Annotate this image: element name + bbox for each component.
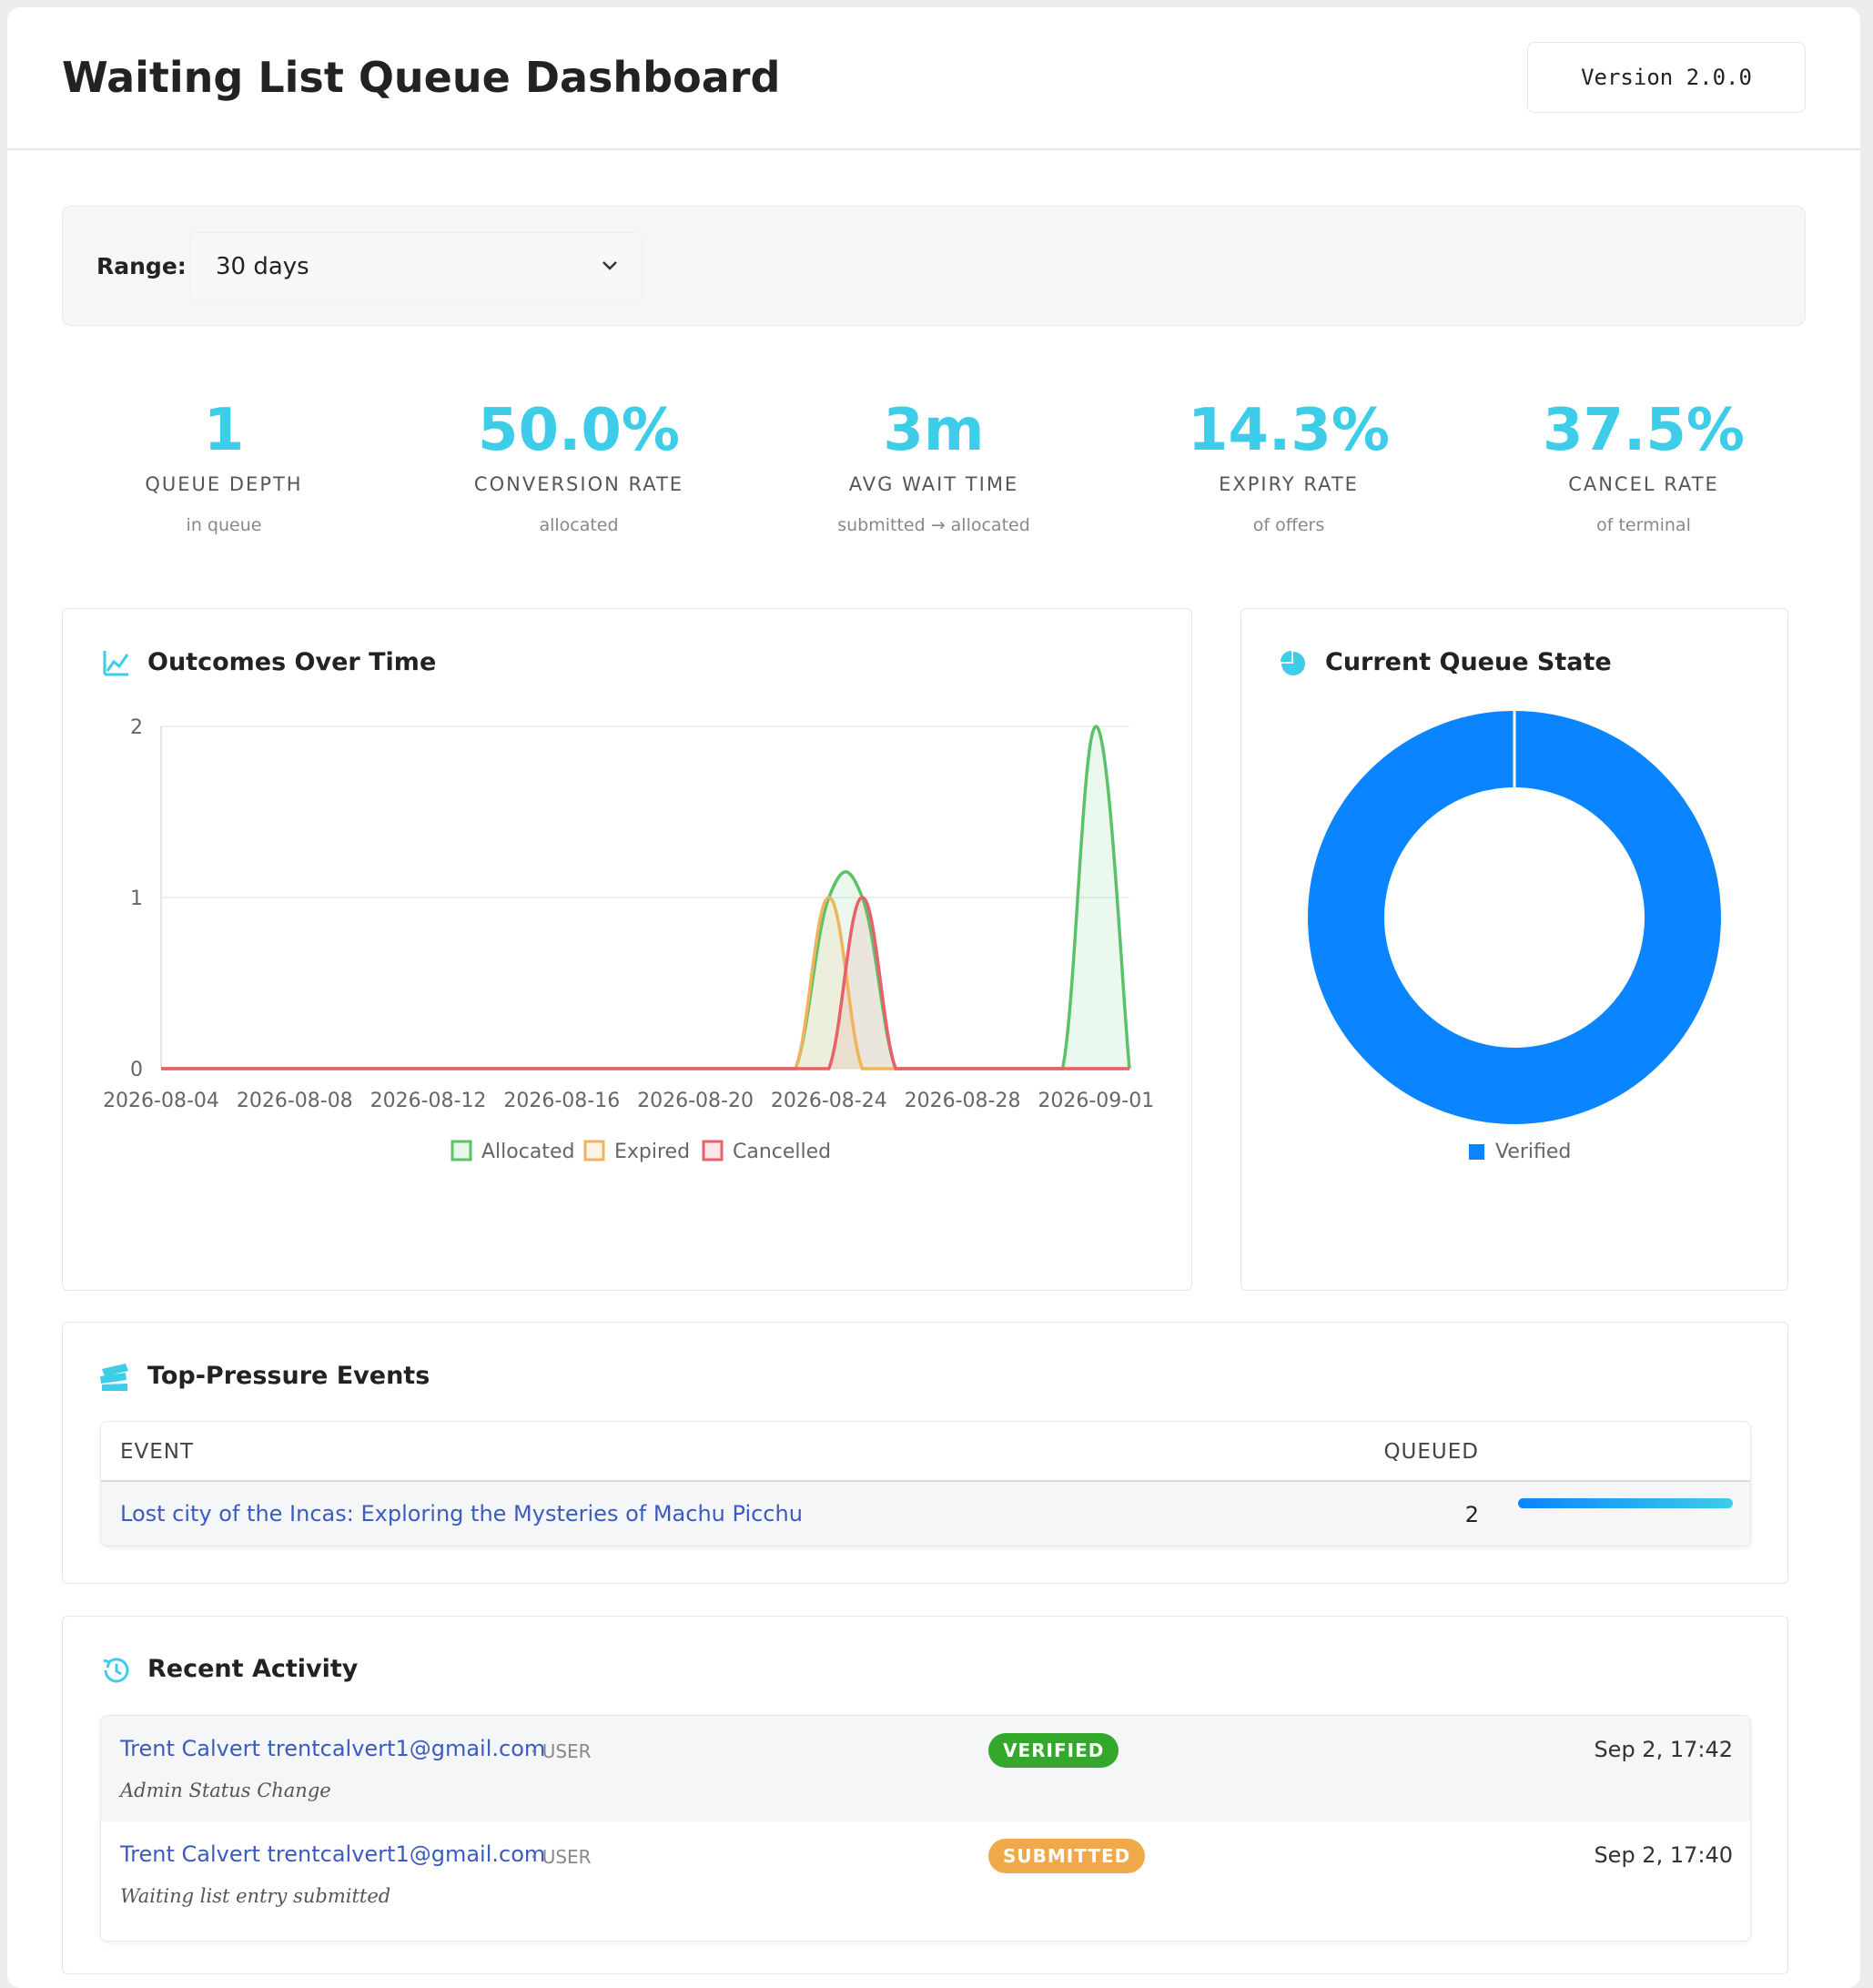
activity-detail: Waiting list entry submitted <box>120 1885 391 1907</box>
kpi-value: 50.0% <box>477 397 681 464</box>
user-link[interactable]: Trent Calvert trentcalvert1@gmail.com <box>120 1841 546 1867</box>
area-fill <box>161 898 1129 1069</box>
y-tick-label: 2 <box>130 716 143 739</box>
kpi-sub: allocated <box>539 515 619 535</box>
area-fill <box>161 898 1129 1069</box>
doughnut-chart: Verified <box>1308 711 1721 1163</box>
section-title: Recent Activity <box>147 1655 359 1683</box>
header-divider <box>7 148 1860 150</box>
kpi-label: CONVERSION RATE <box>473 473 684 495</box>
user-link[interactable]: Trent Calvert trentcalvert1@gmail.com <box>120 1736 546 1761</box>
kpi-value: 14.3% <box>1187 397 1391 464</box>
kpi-label: AVG WAIT TIME <box>848 473 1019 495</box>
pie-icon <box>1281 651 1305 675</box>
kpi-value: 1 <box>203 397 245 464</box>
status-badge: VERIFIED <box>988 1733 1119 1768</box>
column-header: QUEUED <box>1383 1440 1479 1464</box>
page-title: Waiting List Queue Dashboard <box>62 53 781 102</box>
kpi-sub: of terminal <box>1596 515 1691 535</box>
queued-bar <box>1518 1498 1733 1508</box>
status-badge: SUBMITTED <box>988 1839 1146 1873</box>
kpi-sub: in queue <box>186 515 262 535</box>
activity-item: Trent Calvert trentcalvert1@gmail.com · U… <box>101 1716 1750 1821</box>
x-tick-label: 2026-08-12 <box>370 1090 487 1112</box>
events-table: EVENT QUEUED Lost city of the Incas: Exp… <box>100 1421 1751 1547</box>
doughnut-segment <box>1308 711 1721 1124</box>
legend-label: Verified <box>1495 1141 1571 1163</box>
activity-time: Sep 2, 17:42 <box>1594 1737 1733 1762</box>
dropdown-arrow <box>602 261 617 270</box>
event-link[interactable]: Lost city of the Incas: Exploring the My… <box>120 1501 803 1526</box>
kpi-sub: submitted → allocated <box>837 515 1030 535</box>
table-row <box>101 1482 1750 1546</box>
user-role: · USER <box>531 1846 592 1868</box>
header-rule <box>101 1480 1750 1482</box>
chart-title: Current Queue State <box>1325 648 1612 676</box>
x-tick-label: 2026-08-08 <box>237 1090 353 1112</box>
legend-swatch <box>451 1140 472 1161</box>
series-line <box>161 896 1129 1070</box>
x-tick-label: 2026-08-20 <box>637 1090 754 1112</box>
x-tick-label: 2026-09-01 <box>1038 1090 1154 1112</box>
legend-swatch <box>583 1140 605 1161</box>
legend-swatch <box>702 1140 724 1161</box>
x-tick-label: 2026-08-04 <box>103 1090 219 1112</box>
x-tick-label: 2026-08-16 <box>503 1090 620 1112</box>
queued-count: 2 <box>1464 1502 1479 1527</box>
activity-time: Sep 2, 17:40 <box>1594 1842 1733 1868</box>
kpi-label: CANCEL RATE <box>1568 473 1719 495</box>
x-tick-label: 2026-08-24 <box>771 1090 887 1112</box>
bar-track <box>1518 1498 1733 1508</box>
line-chart-icon <box>103 651 129 676</box>
kpi-label: QUEUE DEPTH <box>145 473 303 495</box>
range-value: 30 days <box>216 253 309 280</box>
series-line <box>161 896 1129 1070</box>
activity-detail: Admin Status Change <box>120 1780 331 1801</box>
legend-label: Allocated <box>481 1141 574 1163</box>
kpi-value: 37.5% <box>1542 397 1746 464</box>
y-tick-label: 0 <box>130 1059 143 1081</box>
version-badge: Version 2.0.0 <box>1527 42 1806 113</box>
ticket-icon <box>100 1364 128 1391</box>
kpi-sub: of offers <box>1252 515 1325 535</box>
column-header: EVENT <box>120 1440 195 1464</box>
legend-swatch <box>1469 1144 1484 1160</box>
x-tick-label: 2026-08-28 <box>905 1090 1021 1112</box>
activity-list: Trent Calvert trentcalvert1@gmail.com · U… <box>100 1715 1751 1942</box>
chart-title: Outcomes Over Time <box>147 648 437 676</box>
range-select[interactable]: 30 days <box>190 232 643 300</box>
kpi-label: EXPIRY RATE <box>1219 473 1359 495</box>
kpi-value: 3m <box>883 397 985 464</box>
section-title: Top-Pressure Events <box>147 1362 430 1390</box>
user-role: · USER <box>531 1740 592 1762</box>
line-chart: 0 1 2 2026-08-04 2026-08-08 2026-08-12 2026-08… <box>103 716 1154 1163</box>
outcomes-card <box>62 608 1192 1291</box>
y-tick-label: 1 <box>130 888 143 910</box>
legend-label: Expired <box>614 1141 690 1163</box>
activity-item: Trent Calvert trentcalvert1@gmail.com · U… <box>101 1821 1750 1941</box>
legend-label: Cancelled <box>733 1141 831 1163</box>
range-label: Range: <box>96 253 187 279</box>
history-icon <box>103 1658 129 1683</box>
